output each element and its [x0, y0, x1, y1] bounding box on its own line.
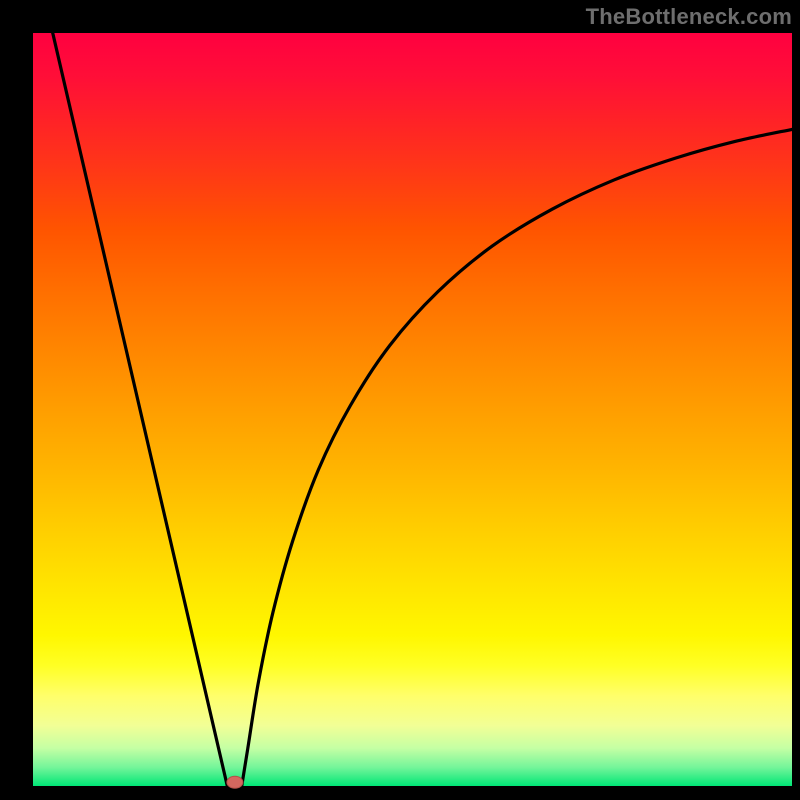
bottleneck-chart	[0, 0, 800, 800]
chart-container: TheBottleneck.com	[0, 0, 800, 800]
watermark-label: TheBottleneck.com	[586, 4, 792, 30]
plot-background	[33, 33, 792, 786]
optimum-marker	[227, 776, 243, 788]
